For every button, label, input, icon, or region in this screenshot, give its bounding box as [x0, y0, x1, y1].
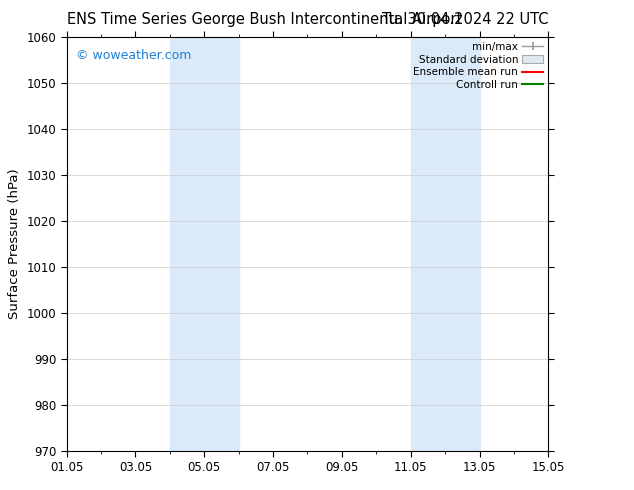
Legend: min/max, Standard deviation, Ensemble mean run, Controll run: min/max, Standard deviation, Ensemble me…: [411, 40, 545, 92]
Text: Tu. 30.04.2024 22 UTC: Tu. 30.04.2024 22 UTC: [382, 12, 548, 27]
Bar: [411, 37, 479, 451]
Bar: [170, 37, 238, 451]
Y-axis label: Surface Pressure (hPa): Surface Pressure (hPa): [8, 169, 21, 319]
Text: ENS Time Series George Bush Intercontinental Airport: ENS Time Series George Bush Intercontine…: [67, 12, 462, 27]
Text: © woweather.com: © woweather.com: [76, 49, 191, 62]
